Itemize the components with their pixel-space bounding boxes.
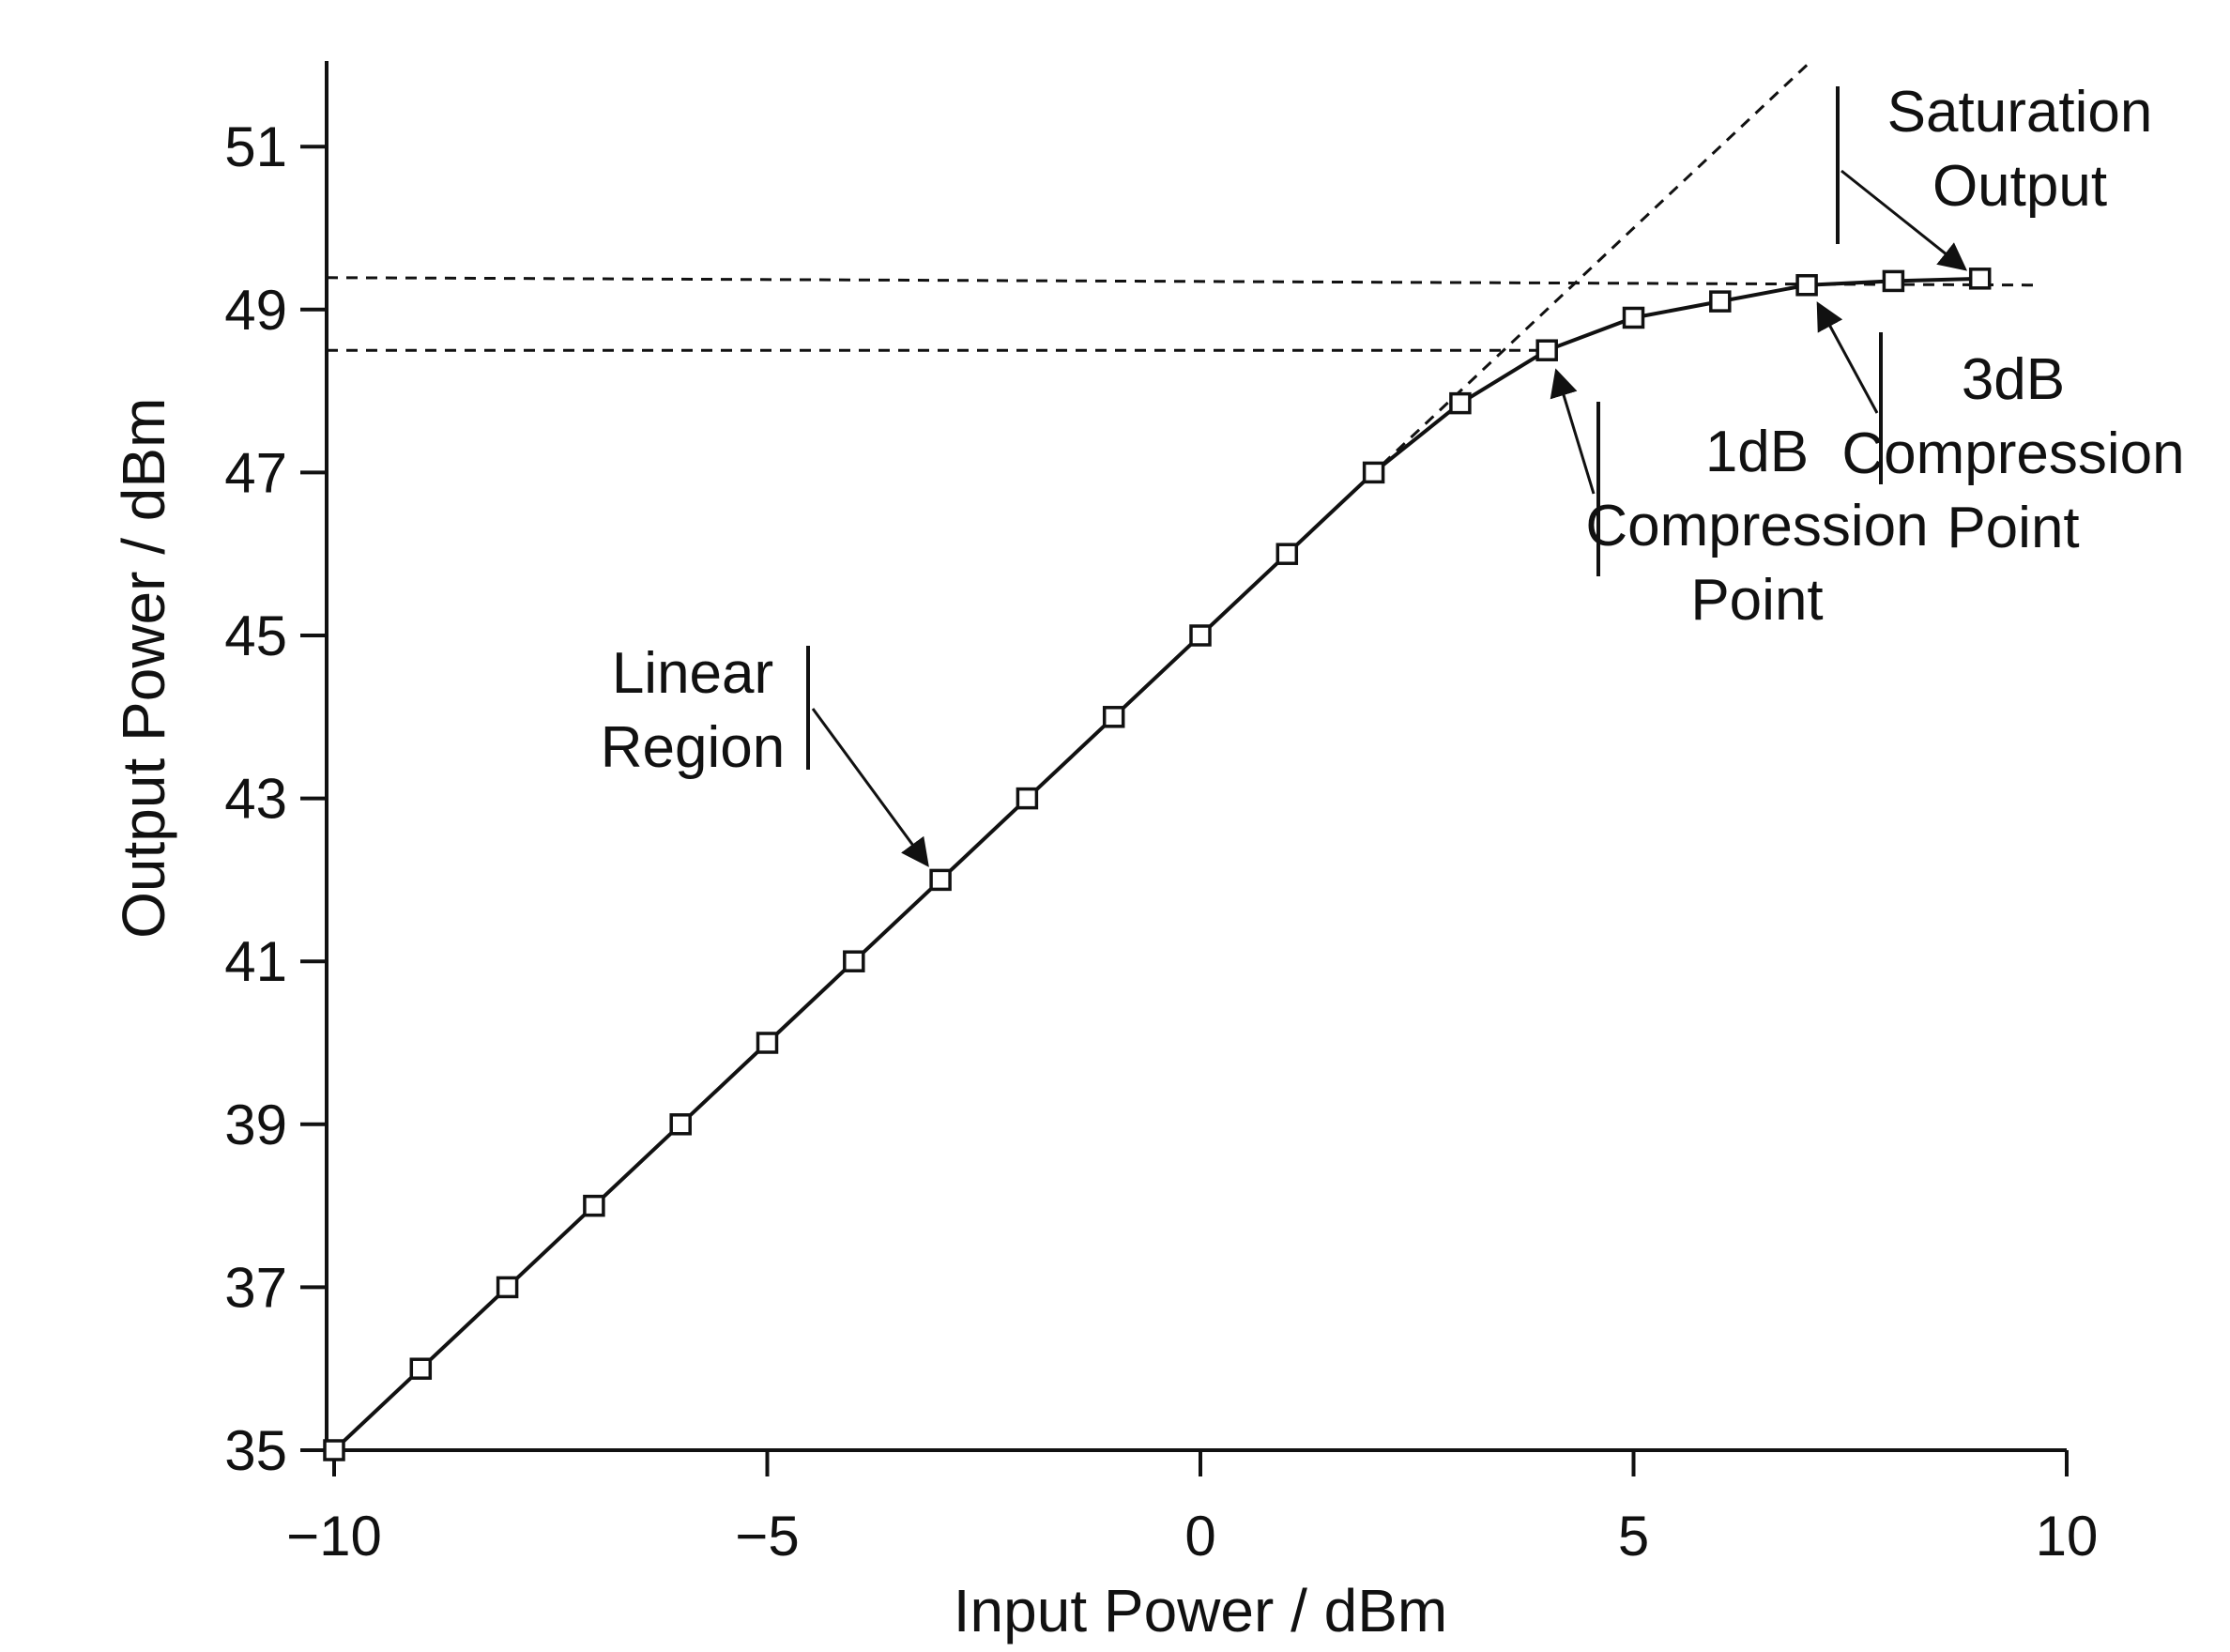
x-tick-label: −10 xyxy=(286,1505,382,1568)
compression-3db-arrow xyxy=(1816,301,1879,414)
y-tick-label: 49 xyxy=(224,279,287,342)
saturation-arrow xyxy=(1841,169,1968,271)
data-point xyxy=(409,1357,433,1380)
data-point xyxy=(1362,461,1385,484)
y-tick-label: 41 xyxy=(224,930,287,993)
y-axis-title: Output Power / dBm xyxy=(110,398,177,939)
x-tick-label: 5 xyxy=(1618,1505,1649,1568)
y-tick-label: 39 xyxy=(224,1094,287,1156)
y-tick-label: 43 xyxy=(224,768,287,831)
annotation-text: Point xyxy=(1947,496,2079,560)
data-point xyxy=(1968,268,1992,290)
annotation-text: Compression xyxy=(1585,494,1928,558)
data-point xyxy=(1102,706,1125,728)
data-point xyxy=(323,1439,345,1461)
data-point xyxy=(1882,269,1905,293)
y-tick-label: 37 xyxy=(224,1256,287,1319)
x-tick-label: 0 xyxy=(1184,1505,1215,1568)
annotation-text: Linear xyxy=(612,641,773,706)
saturation-line xyxy=(326,276,2041,287)
annotation-text: Point xyxy=(1690,568,1823,633)
data-point xyxy=(1449,391,1472,415)
data-point xyxy=(1189,624,1212,647)
y-tick-label: 47 xyxy=(224,441,287,504)
y-tick-label: 35 xyxy=(224,1419,287,1482)
annotation-text: Output xyxy=(1932,154,2107,219)
data-point xyxy=(1535,339,1558,361)
data-point xyxy=(1275,543,1299,565)
data-point xyxy=(1622,306,1645,329)
annotation-text: Saturation xyxy=(1887,80,2153,145)
annotation-text: Region xyxy=(601,715,785,780)
x-axis-title: Input Power / dBm xyxy=(954,1577,1447,1644)
data-point xyxy=(496,1276,519,1299)
data-point xyxy=(756,1032,779,1054)
data-point xyxy=(583,1194,605,1217)
annotation-text: 3dB xyxy=(1962,347,2065,412)
data-point xyxy=(1016,787,1039,810)
annotation-text: 1dB xyxy=(1705,420,1809,484)
x-tick-label: −5 xyxy=(735,1505,799,1568)
data-point xyxy=(929,868,952,892)
annotation-text: Compression xyxy=(1841,421,2184,486)
compression-1db-arrow xyxy=(1550,368,1596,495)
y-tick-label: 51 xyxy=(224,115,287,178)
data-point xyxy=(843,950,865,972)
x-tick-label: 10 xyxy=(2036,1505,2099,1568)
y-tick-label: 45 xyxy=(224,604,287,667)
data-point xyxy=(1709,290,1732,313)
series-line xyxy=(332,276,1980,1452)
data-point xyxy=(669,1113,692,1136)
linear-region-arrow xyxy=(811,708,929,867)
data-point xyxy=(1795,274,1818,297)
